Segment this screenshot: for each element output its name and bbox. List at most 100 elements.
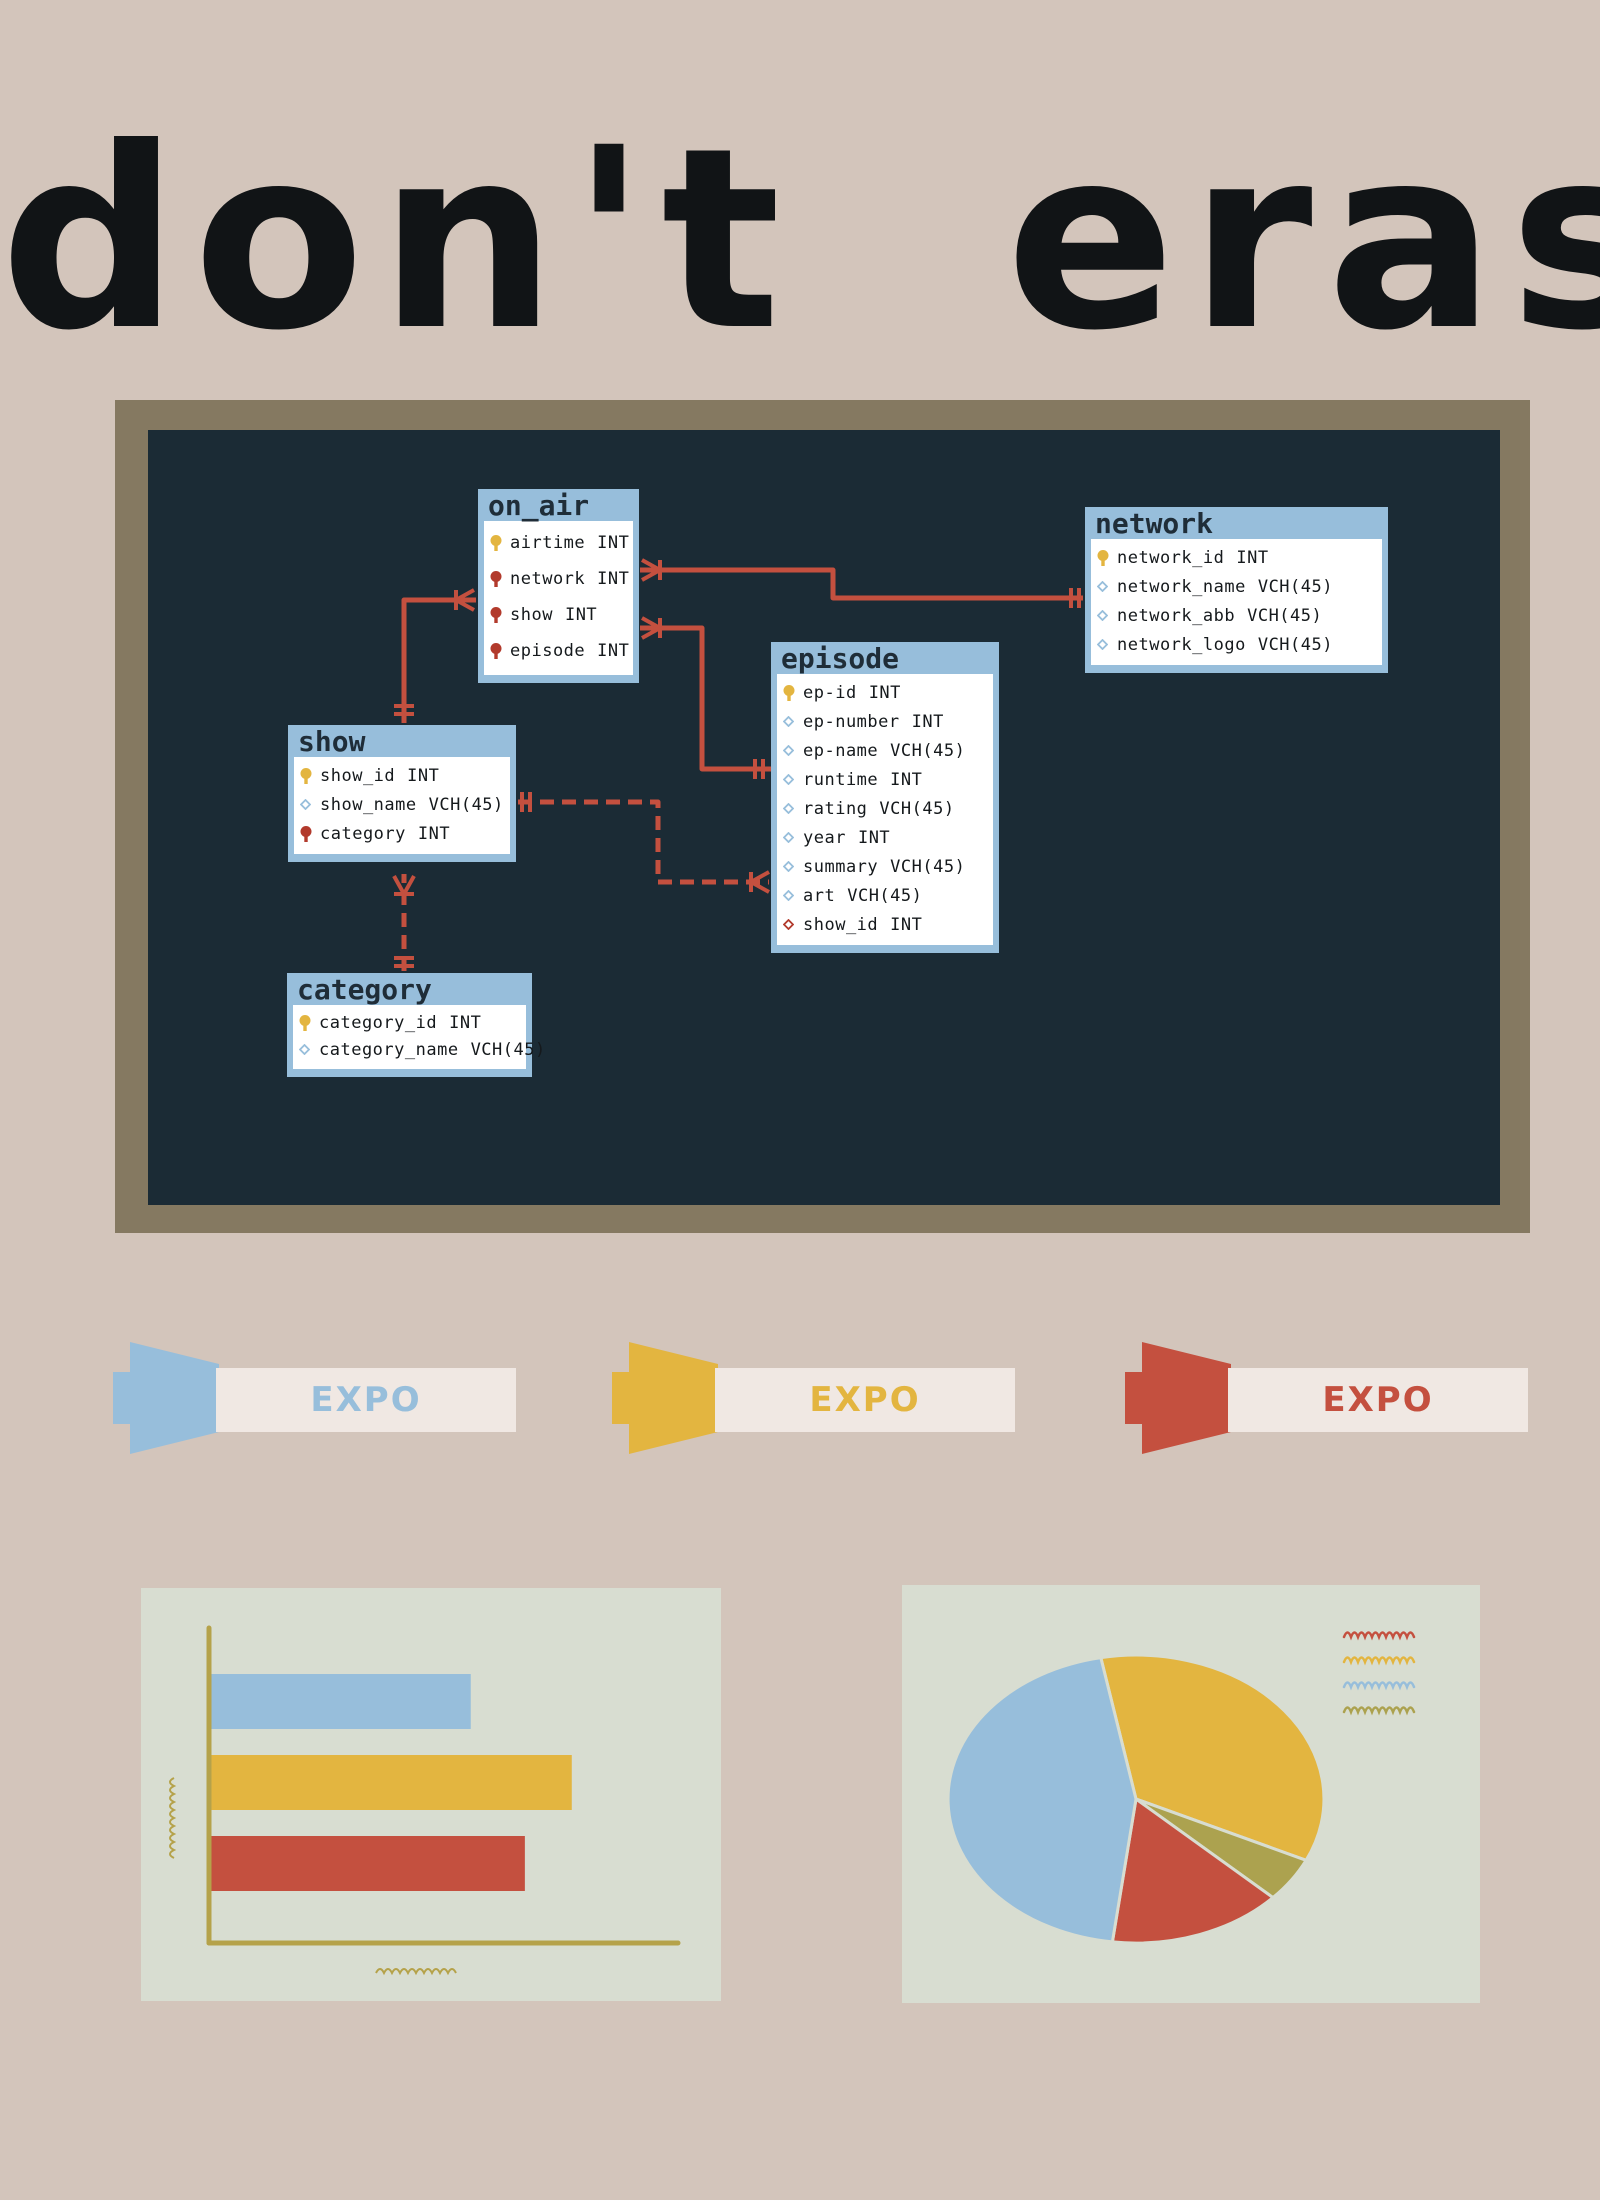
- field-name: category_id: [319, 1012, 438, 1033]
- bar-chart: [169, 1625, 681, 1976]
- entity-fields: airtime INT network INT show INT episode INT: [484, 521, 633, 675]
- marker-yellow[interactable]: EXPO: [612, 1342, 1015, 1454]
- field-row: category INT: [300, 819, 504, 848]
- entity-episode[interactable]: episode ep-id INT ep-number INT ep-name VCH(4…: [771, 642, 999, 953]
- entity-on-air[interactable]: on_air airtime INT network INT show INT episod…: [478, 489, 639, 683]
- field-name: show_id: [320, 765, 396, 786]
- relationship-lines: [392, 558, 1083, 971]
- pie-slice: [1110, 1796, 1276, 1945]
- field-type: INT: [890, 769, 923, 790]
- relation-show-episode: [518, 792, 770, 894]
- field-row: network_logo VCH(45): [1097, 630, 1376, 659]
- field-name: network_abb: [1117, 605, 1236, 626]
- field-row: network INT: [490, 561, 630, 597]
- cardinality-many-tick: [455, 598, 475, 612]
- primary-key-icon: [299, 1014, 311, 1031]
- legend-scribble: [1342, 1656, 1416, 1666]
- y-axis-scribble: [169, 1777, 177, 1859]
- field-row: ep-name VCH(45): [783, 736, 987, 765]
- foreign-key-icon: [490, 571, 502, 587]
- legend-scribble: [1342, 1681, 1416, 1691]
- legend-scribble: [1342, 1706, 1416, 1716]
- marker-barrel: EXPO: [715, 1368, 1015, 1432]
- entity-name: network: [1095, 507, 1214, 540]
- field-name: rating: [803, 798, 868, 819]
- cardinality-many-tick: [641, 616, 661, 630]
- field-name: category: [320, 823, 406, 844]
- field-type: VCH(45): [1247, 605, 1323, 626]
- field-type: VCH(45): [428, 794, 504, 815]
- field-type: INT: [1236, 547, 1269, 568]
- pie-chart: [946, 1631, 1416, 1945]
- field-name: ep-name: [803, 740, 879, 761]
- attribute-diamond-icon: [1097, 610, 1108, 621]
- field-type: VCH(45): [470, 1039, 546, 1060]
- field-type: VCH(45): [890, 740, 966, 761]
- bar: [211, 1836, 525, 1891]
- entity-show[interactable]: show show_id INT show_name VCH(45) category I…: [288, 725, 516, 862]
- pie-slice: [1098, 1653, 1326, 1863]
- field-row: show INT: [490, 597, 627, 633]
- marker-cap: [1125, 1342, 1231, 1454]
- field-type: INT: [564, 605, 598, 625]
- attribute-diamond-icon: [300, 799, 311, 810]
- cardinality-many-tick: [402, 875, 416, 895]
- field-name: network_logo: [1117, 634, 1246, 655]
- bar: [211, 1674, 471, 1729]
- entity-name: category: [297, 973, 432, 1006]
- marker-red[interactable]: EXPO: [1125, 1342, 1528, 1454]
- field-name: year: [803, 827, 846, 848]
- field-name: art: [803, 885, 836, 906]
- field-row: network_name VCH(45): [1097, 572, 1376, 601]
- entity-network[interactable]: network network_id INT network_name VCH(45)…: [1085, 507, 1388, 673]
- entity-fields: network_id INT network_name VCH(45) network_…: [1091, 539, 1382, 665]
- attribute-diamond-icon: [299, 1044, 310, 1055]
- cardinality-many-tick: [641, 568, 661, 582]
- field-row: ep-number INT: [783, 707, 987, 736]
- marker-blue[interactable]: EXPO: [113, 1342, 516, 1454]
- marker-cap: [612, 1342, 718, 1454]
- field-type: INT: [868, 682, 901, 703]
- cardinality-many-tick: [455, 588, 475, 602]
- field-row: summary VCH(45): [783, 852, 987, 881]
- cardinality-many-tick: [392, 875, 406, 895]
- attribute-diamond-icon: [783, 832, 794, 843]
- field-name: show_id: [803, 914, 879, 935]
- field-type: INT: [407, 765, 440, 786]
- field-row: show_name VCH(45): [300, 790, 504, 819]
- attribute-diamond-icon: [783, 745, 794, 756]
- foreign-attribute-diamond-icon: [783, 919, 794, 930]
- field-row: network_abb VCH(45): [1097, 601, 1376, 630]
- field-row: rating VCH(45): [783, 794, 987, 823]
- relation-show-on_air: [394, 588, 476, 723]
- entity-name: episode: [781, 642, 900, 675]
- field-type: VCH(45): [847, 885, 923, 906]
- attribute-diamond-icon: [783, 861, 794, 872]
- field-type: INT: [597, 569, 630, 589]
- entity-category[interactable]: category category_id INT category_name VCH(…: [287, 973, 545, 1077]
- marker-label: EXPO: [809, 1380, 921, 1420]
- primary-key-icon: [300, 767, 312, 784]
- relation-category-show: [392, 874, 416, 971]
- field-type: VCH(45): [1257, 634, 1333, 655]
- field-name: network_name: [1117, 576, 1246, 597]
- field-name: show: [510, 605, 553, 625]
- marker-barrel: EXPO: [1228, 1368, 1528, 1432]
- field-name: network_id: [1117, 547, 1225, 568]
- field-name: show_name: [320, 794, 417, 815]
- entity-fields: category_id INT category_name VCH(45): [293, 1005, 545, 1069]
- attribute-diamond-icon: [1097, 639, 1108, 650]
- attribute-diamond-icon: [783, 774, 794, 785]
- field-name: category_name: [319, 1039, 459, 1060]
- primary-key-icon: [1097, 549, 1109, 566]
- field-type: VCH(45): [890, 856, 966, 877]
- relation-network-on_air: [640, 558, 1083, 608]
- field-name: summary: [803, 856, 879, 877]
- foreign-key-icon: [490, 643, 502, 659]
- field-type: VCH(45): [879, 798, 955, 819]
- cardinality-many-tick: [641, 558, 661, 572]
- entity-name: on_air: [488, 489, 590, 522]
- marker-label: EXPO: [310, 1380, 422, 1420]
- page-title: don't erase: [0, 94, 1600, 385]
- field-type: INT: [890, 914, 923, 935]
